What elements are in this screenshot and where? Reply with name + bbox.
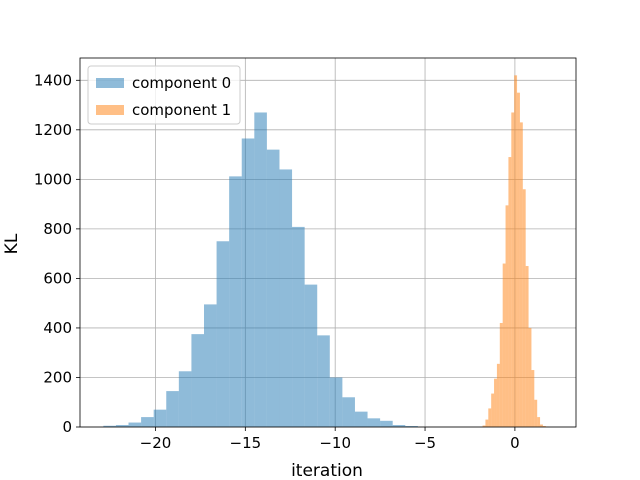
legend-box (87, 65, 241, 125)
histogram-bars (103, 75, 549, 428)
bar-series-1 (517, 92, 520, 427)
bar-series-0 (241, 138, 255, 427)
y-tick-label: 800 (43, 220, 72, 238)
bar-series-1 (540, 424, 543, 427)
x-axis-label: iteration (291, 461, 363, 480)
y-tick-label: 1400 (34, 71, 72, 89)
legend-label: component 1 (132, 101, 231, 119)
bar-series-0 (342, 397, 355, 427)
bar-series-1 (531, 370, 535, 427)
x-tick-label: −20 (140, 434, 172, 452)
legend-label: component 0 (132, 74, 231, 92)
bar-series-0 (279, 169, 293, 428)
bar-series-0 (317, 335, 330, 427)
y-tick-label: 1000 (34, 170, 72, 188)
x-tick-label: −10 (319, 434, 351, 452)
bar-series-1 (491, 393, 495, 427)
x-tick-label: −5 (414, 434, 436, 452)
bar-series-1 (542, 426, 546, 427)
bar-series-0 (229, 176, 242, 427)
bar-series-0 (405, 426, 418, 427)
bar-series-1 (508, 157, 512, 427)
bar-series-0 (329, 377, 343, 427)
y-tick-label: 600 (43, 269, 72, 287)
bar-series-1 (482, 425, 486, 427)
plot-border (79, 57, 577, 428)
bar-series-0 (254, 112, 267, 428)
legend-swatch (96, 105, 124, 115)
bar-series-1 (485, 419, 489, 427)
y-axis-label: KL (2, 233, 22, 254)
bar-series-0 (304, 284, 318, 427)
bar-series-0 (266, 149, 280, 428)
bar-series-0 (380, 420, 393, 427)
bar-series-0 (103, 425, 116, 427)
legend-swatch (96, 78, 124, 88)
bar-series-1 (514, 75, 518, 427)
x-tick-label: 0 (510, 434, 520, 452)
bar-series-1 (496, 363, 500, 427)
bar-series-1 (488, 408, 492, 427)
bar-series-0 (392, 425, 406, 427)
bar-series-0 (166, 391, 179, 427)
bar-series-0 (115, 425, 129, 427)
bar-series-1 (525, 266, 529, 427)
bar-series-0 (178, 371, 192, 427)
bar-series-1 (519, 122, 523, 428)
bar-series-0 (141, 417, 154, 427)
y-tick-label: 1200 (34, 121, 72, 139)
bar-series-0 (354, 411, 368, 427)
bar-series-0 (153, 409, 167, 427)
bar-series-0 (191, 334, 204, 427)
bar-series-0 (204, 304, 217, 427)
bar-series-0 (128, 422, 142, 427)
x-tick-label: −15 (230, 434, 262, 452)
bar-series-1 (522, 189, 526, 427)
bar-series-1 (505, 205, 509, 427)
plot-frame (79, 57, 577, 428)
bar-series-0 (367, 418, 381, 427)
legend: component 0 component 1 (87, 65, 241, 125)
bar-series-1 (528, 327, 532, 427)
bar-series-1 (511, 112, 515, 428)
bar-series-1 (494, 378, 497, 427)
bar-series-1 (502, 263, 506, 427)
y-tick-label: 400 (43, 319, 72, 337)
y-tick-label: 200 (43, 368, 72, 386)
bar-series-0 (216, 241, 230, 427)
bar-series-1 (499, 322, 503, 427)
y-tick-label: 0 (62, 418, 72, 436)
bar-series-1 (537, 417, 541, 427)
bar-series-1 (534, 399, 538, 427)
bar-series-0 (292, 226, 305, 427)
axis-ticks: −20 −15 −10 −5 0 0 200 400 600 800 1000 1200 1400 (34, 71, 520, 452)
